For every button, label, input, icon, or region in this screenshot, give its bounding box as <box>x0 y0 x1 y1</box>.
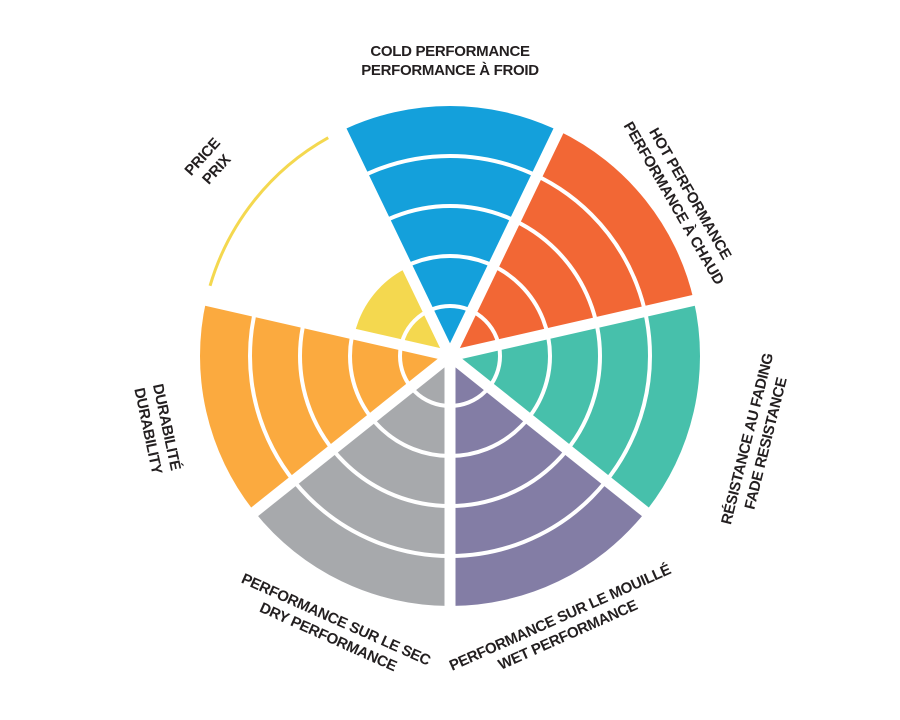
category-label: PRICEPRIX <box>182 135 239 192</box>
wedge-2 <box>450 300 701 512</box>
ring-outline <box>256 180 354 301</box>
spoke-gap <box>445 119 568 359</box>
category-label: COLD PERFORMANCE PERFORMANCE À FROID <box>361 43 539 79</box>
wedge-0 <box>341 106 559 357</box>
wedges <box>195 106 705 616</box>
spoke-gap <box>448 292 705 362</box>
wedge-4 <box>254 356 450 606</box>
wedge-5 <box>200 300 450 512</box>
wedge-1 <box>450 130 694 356</box>
spoke-gap <box>446 351 657 523</box>
category-label: DURABILITÉDURABILITY <box>130 382 184 476</box>
wedge-3 <box>450 356 646 606</box>
spoke-gap <box>332 119 455 359</box>
ring-outline <box>208 136 329 287</box>
label-line: PERFORMANCE À FROID <box>361 62 539 79</box>
spoke-gap <box>243 351 454 523</box>
label-line: COLD PERFORMANCE <box>370 43 530 60</box>
spoke-gap <box>195 292 452 362</box>
category-label: RÉSISTANCE AU FADINGFADE RESISTANCE <box>718 352 795 531</box>
